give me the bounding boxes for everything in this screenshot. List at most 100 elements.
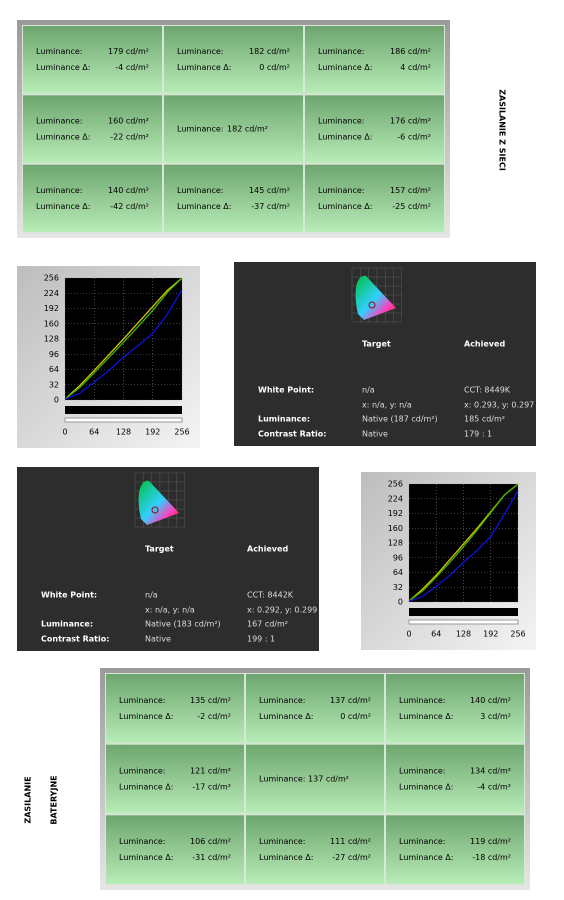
luminance-value: 106 cd/m² [190, 837, 231, 846]
delta-label: Luminance Δ: [399, 712, 453, 721]
luminance-label: Luminance: [399, 696, 445, 705]
delta-label: Luminance Δ: [177, 202, 231, 211]
curve [64, 277, 183, 400]
y-tick-label: 256 [388, 480, 403, 489]
cell: Luminance: 121 cd/m² Luminance Δ: -17 cd/m² [105, 743, 245, 815]
target-value: Native [145, 635, 171, 644]
chromaticity [355, 275, 396, 320]
luminance-label: Luminance: [36, 47, 82, 56]
cell: Luminance: 145 cd/m² Luminance Δ: -37 cd/m² [163, 163, 304, 234]
y-tick-label: 0 [54, 396, 59, 405]
target-value: Native (187 cd/m²) [362, 415, 438, 424]
luminance-value: 157 cd/m² [390, 186, 431, 195]
y-tick-label: 224 [388, 494, 403, 503]
y-tick-label: 192 [44, 304, 59, 313]
cell: Luminance: 182 cd/m² [163, 94, 304, 164]
cell-bg [385, 743, 525, 815]
luminance-label: Luminance: [399, 837, 445, 846]
luminance-label: Luminance: [259, 775, 305, 784]
cell-bg [304, 25, 445, 95]
luminance-label: Luminance: [177, 125, 223, 134]
cell-bg [245, 673, 385, 744]
target-value: x: n/a, y: n/a [362, 401, 412, 410]
achieved-value: 185 cd/m² [464, 415, 505, 424]
cell: Luminance: 186 cd/m² Luminance Δ: 4 cd/m² [304, 25, 445, 95]
luminance-value: 160 cd/m² [108, 117, 149, 126]
luminance-label: Luminance: [119, 837, 165, 846]
y-tick-label: 160 [388, 524, 403, 533]
cell-bg [105, 814, 245, 885]
achieved-value: 179 : 1 [464, 430, 492, 439]
section-title: ZASILANIE [24, 776, 33, 823]
cell-bg [105, 743, 245, 815]
cell: Luminance: 140 cd/m² Luminance Δ: -42 cd/m² [22, 163, 163, 234]
achieved-value: x: 0.292, y: 0.299 [247, 606, 317, 615]
target-value: n/a [362, 386, 375, 395]
delta-label: Luminance Δ: [318, 202, 372, 211]
y-tick-label: 64 [393, 568, 403, 577]
x-tick-label: 256 [174, 428, 189, 437]
delta-value: 4 cd/m² [400, 63, 431, 72]
luminance-value: 182 cd/m² [227, 125, 268, 134]
y-tick-label: 128 [388, 539, 403, 548]
luminance-label: Luminance: [259, 837, 305, 846]
y-tick-label: 32 [49, 380, 59, 389]
y-tick-label: 128 [44, 335, 59, 344]
cell: Luminance: 106 cd/m² Luminance Δ: -31 cd/m² [105, 814, 245, 885]
cell-bg [245, 814, 385, 885]
row-label: White Point: [41, 591, 97, 600]
luminance-label: Luminance: [318, 47, 364, 56]
luminance-value: 140 cd/m² [470, 696, 511, 705]
cell: Luminance: 182 cd/m² Luminance Δ: 0 cd/m² [163, 25, 304, 95]
delta-value: -22 cd/m² [110, 133, 149, 142]
row-label: Luminance: [258, 415, 310, 424]
luminance-value: 134 cd/m² [470, 767, 511, 776]
y-tick-label: 224 [44, 289, 59, 298]
delta-label: Luminance Δ: [177, 63, 231, 72]
delta-value: -4 cd/m² [115, 63, 149, 72]
achieved-value: 167 cd/m² [247, 620, 288, 629]
luminance-value: 137 cd/m² [330, 696, 371, 705]
delta-label: Luminance Δ: [399, 853, 453, 862]
cell: Luminance: 157 cd/m² Luminance Δ: -25 cd/m² [304, 163, 445, 234]
scale-bar [65, 406, 182, 414]
cell: Luminance: 135 cd/m² Luminance Δ: -2 cd/m² [105, 673, 245, 744]
cell-bg [304, 94, 445, 164]
target-value: Native (183 cd/m²) [145, 620, 221, 629]
white-point [151, 506, 159, 514]
delta-value: 0 cd/m² [259, 63, 290, 72]
target-value: n/a [145, 591, 158, 600]
cell-bg [105, 673, 245, 744]
x-tick-label: 192 [145, 428, 160, 437]
target-value: x: n/a, y: n/a [145, 606, 195, 615]
scale-bar [409, 608, 518, 616]
luminance-label: Luminance: [318, 186, 364, 195]
y-tick-label: 192 [388, 509, 403, 518]
luminance-label: Luminance: [36, 117, 82, 126]
delta-value: -2 cd/m² [197, 712, 231, 721]
axis-strip [64, 417, 183, 423]
col-target: Target [362, 340, 391, 349]
luminance-value: 182 cd/m² [249, 47, 290, 56]
delta-value: -31 cd/m² [192, 853, 231, 862]
curve [408, 483, 519, 602]
y-tick-label: 0 [398, 598, 403, 607]
delta-value: -25 cd/m² [392, 202, 431, 211]
axis-strip [408, 619, 519, 625]
cell: Luminance: 160 cd/m² Luminance Δ: -22 cd/m² [22, 94, 163, 164]
luminance-label: Luminance: [259, 696, 305, 705]
delta-label: Luminance Δ: [36, 133, 90, 142]
row-label: White Point: [258, 386, 314, 395]
row-label: Contrast Ratio: [41, 635, 109, 644]
delta-value: -17 cd/m² [192, 783, 231, 792]
cell-bg [385, 814, 525, 885]
luminance-value: 135 cd/m² [190, 696, 231, 705]
delta-value: -4 cd/m² [477, 783, 511, 792]
cell-bg [22, 163, 163, 234]
section-title: BATERYJNE [50, 775, 59, 824]
delta-value: -37 cd/m² [251, 202, 290, 211]
delta-label: Luminance Δ: [36, 202, 90, 211]
delta-value: -6 cd/m² [397, 133, 431, 142]
delta-value: -18 cd/m² [472, 853, 511, 862]
cell-bg [245, 743, 385, 815]
